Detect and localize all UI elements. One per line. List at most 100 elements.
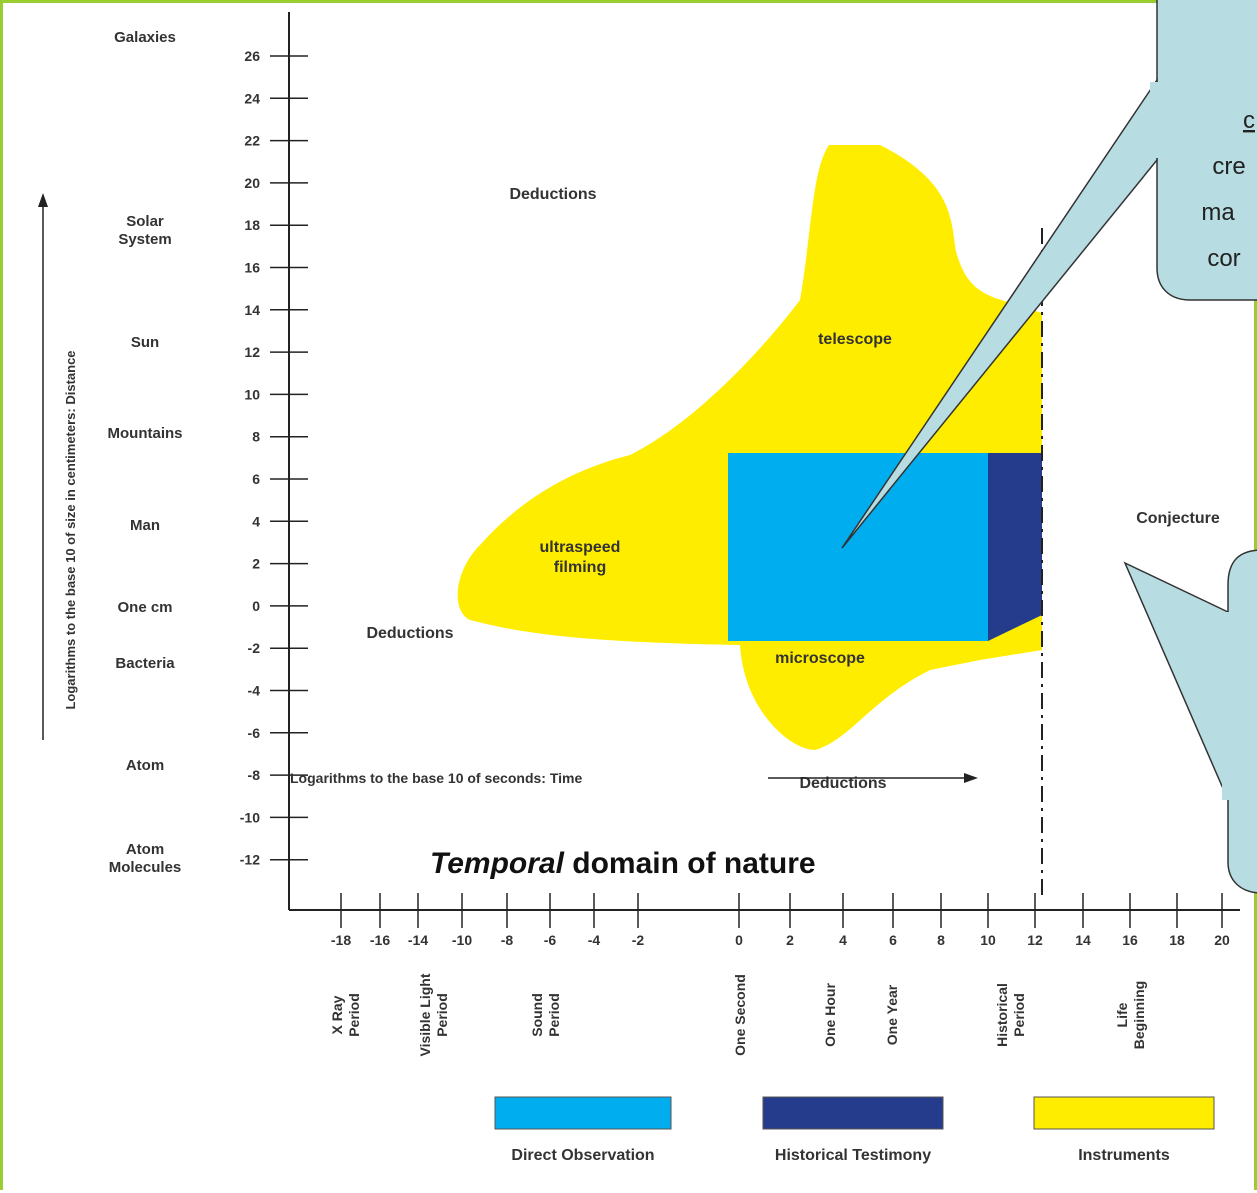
y-tick-label: -12 bbox=[240, 852, 260, 868]
y-tick-label: -8 bbox=[248, 767, 261, 783]
x-tick-label: -8 bbox=[501, 932, 514, 948]
x-tick-label: 12 bbox=[1027, 932, 1043, 948]
region-label: microscope bbox=[775, 650, 865, 667]
y-tick-label: 2 bbox=[252, 556, 260, 572]
y-tick-label: -10 bbox=[240, 809, 260, 825]
callout-top-bubble bbox=[1156, 0, 1257, 301]
region-labels: Deductions telescope ultraspeed filming Dedu… bbox=[366, 186, 1219, 792]
region-label: telescope bbox=[818, 331, 892, 348]
y-tick-label: 10 bbox=[244, 386, 260, 402]
x-category-labels: X Ray Period Visible Light Period Sound Perio… bbox=[329, 973, 1147, 1056]
x-tick-label: 16 bbox=[1122, 932, 1138, 948]
y-tick-label: 6 bbox=[252, 471, 260, 487]
y-tick-label: 0 bbox=[252, 598, 260, 614]
legend-swatch-historical bbox=[762, 1096, 944, 1130]
y-category-label: Man bbox=[130, 517, 160, 534]
y-tick-label: 14 bbox=[244, 302, 260, 318]
x-tick-label: 6 bbox=[889, 932, 897, 948]
x-tick-label: -2 bbox=[632, 932, 645, 948]
svg-text:One Hour: One Hour bbox=[822, 983, 838, 1047]
x-tick-label: 14 bbox=[1075, 932, 1091, 948]
x-tick-label: 18 bbox=[1169, 932, 1185, 948]
y-category-label: Sun bbox=[131, 334, 159, 351]
callout-top-underlined: c bbox=[1243, 107, 1255, 134]
legend-label-direct: Direct Observation bbox=[511, 1147, 654, 1164]
svg-text:X Ray: X Ray bbox=[329, 995, 345, 1034]
svg-text:Period: Period bbox=[546, 993, 562, 1037]
y-tick-label: -4 bbox=[248, 683, 261, 699]
callout-top-line1: ma bbox=[1201, 199, 1235, 226]
svg-text:Visible Light: Visible Light bbox=[417, 973, 433, 1056]
legend-swatch-instruments bbox=[1033, 1096, 1215, 1130]
y-tick-label: 22 bbox=[244, 133, 260, 149]
y-category-label: Mountains bbox=[108, 425, 183, 442]
y-category-label: Atom bbox=[126, 757, 164, 774]
svg-text:Period: Period bbox=[346, 993, 362, 1037]
x-category-label: Historical Period bbox=[994, 983, 1027, 1047]
region-label: Conjecture bbox=[1136, 510, 1220, 527]
svg-text:Period: Period bbox=[1011, 993, 1027, 1037]
x-tick-label: -6 bbox=[544, 932, 557, 948]
legend-label-historical: Historical Testimony bbox=[775, 1147, 931, 1164]
chart-title: Temporal domain of nature bbox=[430, 847, 816, 880]
historical-testimony-region bbox=[988, 453, 1042, 641]
y-category-labels: Galaxies Solar System Sun Mountains Man One cm… bbox=[108, 29, 183, 876]
x-category-label: Life Beginning bbox=[1114, 981, 1147, 1049]
x-tick-label: -14 bbox=[408, 932, 428, 948]
y-tick-label: 4 bbox=[252, 513, 260, 529]
direct-observation-region bbox=[728, 453, 988, 641]
y-axis-label: Logarithms to the base 10 of size in cen… bbox=[63, 350, 78, 709]
x-category-label: One Second bbox=[732, 974, 748, 1056]
svg-text:Period: Period bbox=[434, 993, 450, 1037]
y-tick-label: 12 bbox=[244, 344, 260, 360]
x-axis-title: Logarithms to the base 10 of seconds: Ti… bbox=[290, 770, 978, 786]
svg-text:Life: Life bbox=[1114, 1002, 1130, 1027]
y-tick-label: 24 bbox=[244, 90, 260, 106]
y-tick-label: -6 bbox=[248, 725, 261, 741]
x-category-label: Visible Light Period bbox=[417, 973, 450, 1056]
x-tick-label: 10 bbox=[980, 932, 996, 948]
y-tick-label: 20 bbox=[244, 175, 260, 191]
y-category-label: Atom Molecules bbox=[109, 841, 182, 876]
legend: Direct Observation Historical Testimony … bbox=[494, 1096, 1215, 1164]
x-category-label: Sound Period bbox=[529, 993, 562, 1037]
x-tick-label: -16 bbox=[370, 932, 390, 948]
y-category-label: One cm bbox=[117, 599, 172, 616]
callout-right-pointer bbox=[1123, 561, 1229, 801]
x-tick-label: 0 bbox=[735, 932, 743, 948]
x-tick-label: -18 bbox=[331, 932, 351, 948]
region-label: ultraspeed filming bbox=[540, 539, 621, 576]
x-tick-label: -4 bbox=[588, 932, 601, 948]
svg-text:Sound: Sound bbox=[529, 993, 545, 1037]
x-tick-label: 4 bbox=[839, 932, 847, 948]
region-label: Deductions bbox=[799, 775, 886, 792]
x-tick-label: -10 bbox=[452, 932, 472, 948]
svg-text:One Second: One Second bbox=[732, 974, 748, 1056]
x-tick-label: 20 bbox=[1214, 932, 1230, 948]
y-axis-title: Logarithms to the base 10 of size in cen… bbox=[38, 193, 78, 740]
x-ticks: -18 -16 -14 -10 -8 -6 -4 -2 0 2 4 6 8 10 12 14 16 18 20 bbox=[331, 893, 1230, 948]
svg-text:One Year: One Year bbox=[884, 984, 900, 1045]
instruments-region bbox=[457, 145, 1042, 750]
x-category-label: One Year bbox=[884, 984, 900, 1045]
legend-swatch-direct bbox=[494, 1096, 672, 1130]
x-tick-label: 2 bbox=[786, 932, 794, 948]
x-category-label: X Ray Period bbox=[329, 993, 362, 1037]
y-category-label: Solar System bbox=[118, 213, 171, 248]
svg-text:Beginning: Beginning bbox=[1131, 981, 1147, 1049]
y-tick-label: 8 bbox=[252, 429, 260, 445]
callout-top-line0: cre bbox=[1212, 153, 1245, 180]
region-label: Deductions bbox=[509, 186, 596, 203]
x-category-label: One Hour bbox=[822, 983, 838, 1047]
svg-text:Historical: Historical bbox=[994, 983, 1010, 1047]
y-tick-label: 16 bbox=[244, 260, 260, 276]
y-category-label: Galaxies bbox=[114, 29, 176, 46]
y-category-label: Bacteria bbox=[115, 655, 175, 672]
legend-label-instruments: Instruments bbox=[1078, 1147, 1170, 1164]
x-tick-label: 8 bbox=[937, 932, 945, 948]
y-tick-label: 26 bbox=[244, 48, 260, 64]
y-tick-label: 18 bbox=[244, 217, 260, 233]
